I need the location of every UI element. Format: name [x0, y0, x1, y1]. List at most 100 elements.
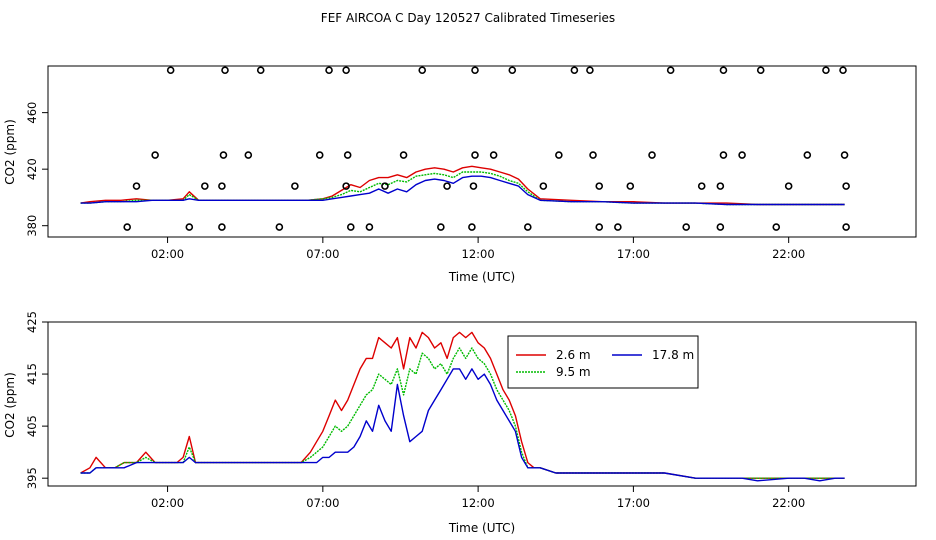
top-marker-point [132, 182, 141, 190]
top-x-tick-label: 17:00 [617, 247, 650, 261]
top-marker-point [437, 223, 445, 231]
legend-label-9-5m: 9.5 m [556, 365, 591, 379]
top-marker-point [218, 223, 226, 231]
top-marker-point [614, 223, 622, 231]
top-marker-point [666, 66, 675, 75]
top-y-tick-label: 460 [25, 102, 39, 124]
top-marker-point [346, 223, 355, 231]
bottom-x-axis: 02:00 07:00 12:00 17:00 22:00 [151, 486, 805, 510]
top-x-axis-label: Time (UTC) [448, 270, 515, 284]
top-marker-point [648, 151, 656, 159]
top-marker-point [719, 66, 728, 75]
legend-label-2-6m: 2.6 m [556, 348, 591, 362]
top-marker-point [123, 223, 131, 231]
top-x-axis: 02:00 07:00 12:00 17:00 22:00 [151, 237, 805, 261]
top-marker-point [539, 182, 548, 190]
top-series-17-8-m [80, 175, 845, 206]
top-plot-frame [47, 65, 917, 238]
top-marker-point [586, 66, 594, 75]
top-marker-point [469, 182, 478, 190]
top-marker-point [697, 182, 706, 190]
bottom-y-axis-label: CO2 (ppm) [3, 372, 17, 438]
top-marker-point [185, 223, 194, 231]
top-marker-point [342, 182, 350, 190]
top-x-tick-label: 12:00 [462, 247, 495, 261]
top-marker-point [524, 223, 532, 231]
bottom-y-tick-label: 395 [25, 467, 39, 489]
top-marker-point [418, 66, 427, 75]
top-marker-point [399, 151, 408, 159]
top-y-axis: 380 420 460 [25, 102, 48, 237]
bottom-y-tick-label: 405 [25, 415, 39, 437]
top-marker-point [626, 182, 635, 190]
top-marker-point [381, 182, 389, 190]
top-marker-point [291, 182, 299, 190]
top-marker-point [489, 151, 498, 159]
bottom-series-lines [80, 331, 845, 482]
top-panel: 02:00 07:00 12:00 17:00 22:00 380 420 460 Time… [3, 65, 917, 284]
top-marker-point [682, 223, 690, 231]
bottom-plot-frame [47, 321, 917, 487]
bottom-series-2-6-m [80, 331, 845, 479]
top-marker-point [221, 66, 229, 75]
top-x-tick-label: 07:00 [306, 247, 339, 261]
bottom-x-tick-label: 07:00 [306, 496, 339, 510]
top-marker-point [166, 66, 175, 75]
bottom-x-tick-label: 12:00 [462, 496, 495, 510]
top-marker-point [772, 223, 781, 231]
bottom-panel: 02:00 07:00 12:00 17:00 22:00 395 405 415 425 T… [3, 311, 917, 535]
top-y-axis-label: CO2 (ppm) [3, 119, 17, 185]
legend-label-17-8m: 17.8 m [652, 348, 694, 362]
legend: 2.6 m 17.8 m 9.5 m [507, 335, 699, 389]
top-marker-point [716, 223, 725, 231]
top-marker-point [365, 223, 374, 231]
bottom-series-17-8-m [80, 368, 845, 482]
top-marker-point [595, 223, 604, 231]
top-marker-point [275, 223, 284, 231]
top-marker-point [842, 223, 850, 231]
legend-box [507, 335, 699, 389]
top-marker-point [219, 151, 228, 159]
top-marker-point [840, 151, 849, 159]
top-marker-point [719, 151, 728, 159]
top-marker-point [343, 151, 352, 159]
top-marker-point [471, 151, 479, 159]
top-x-tick-label: 22:00 [772, 247, 805, 261]
chart-title: FEF AIRCOA C Day 120527 Calibrated Times… [321, 11, 615, 25]
bottom-x-tick-label: 02:00 [151, 496, 184, 510]
bottom-y-tick-label: 425 [25, 311, 39, 333]
top-y-tick-label: 420 [25, 158, 39, 180]
top-marker-point [325, 66, 333, 75]
top-marker-point [839, 66, 847, 75]
top-y-tick-label: 380 [25, 215, 39, 237]
top-series-lines [80, 165, 845, 206]
top-marker-point [738, 151, 746, 159]
top-marker-point [716, 182, 725, 190]
top-marker-point [218, 182, 226, 190]
top-markers [123, 66, 850, 231]
top-marker-point [842, 182, 850, 190]
top-marker-point [443, 182, 451, 190]
top-marker-point [595, 182, 604, 190]
bottom-x-tick-label: 17:00 [617, 496, 650, 510]
top-marker-point [784, 182, 793, 190]
top-x-tick-label: 02:00 [151, 247, 184, 261]
top-marker-point [468, 223, 476, 231]
top-marker-point [756, 66, 765, 75]
top-marker-point [555, 151, 563, 159]
top-marker-point [570, 66, 579, 75]
top-marker-point [822, 66, 830, 75]
bottom-x-axis-label: Time (UTC) [448, 521, 515, 535]
top-marker-point [201, 182, 209, 190]
top-marker-point [471, 66, 479, 75]
top-marker-point [256, 66, 265, 75]
top-marker-point [151, 151, 159, 159]
top-marker-point [342, 66, 350, 75]
bottom-x-tick-label: 22:00 [772, 496, 805, 510]
top-marker-point [803, 151, 812, 159]
top-marker-point [589, 151, 597, 159]
top-marker-point [508, 66, 517, 75]
bottom-y-axis: 395 405 415 425 [25, 311, 48, 489]
top-marker-point [244, 151, 253, 159]
